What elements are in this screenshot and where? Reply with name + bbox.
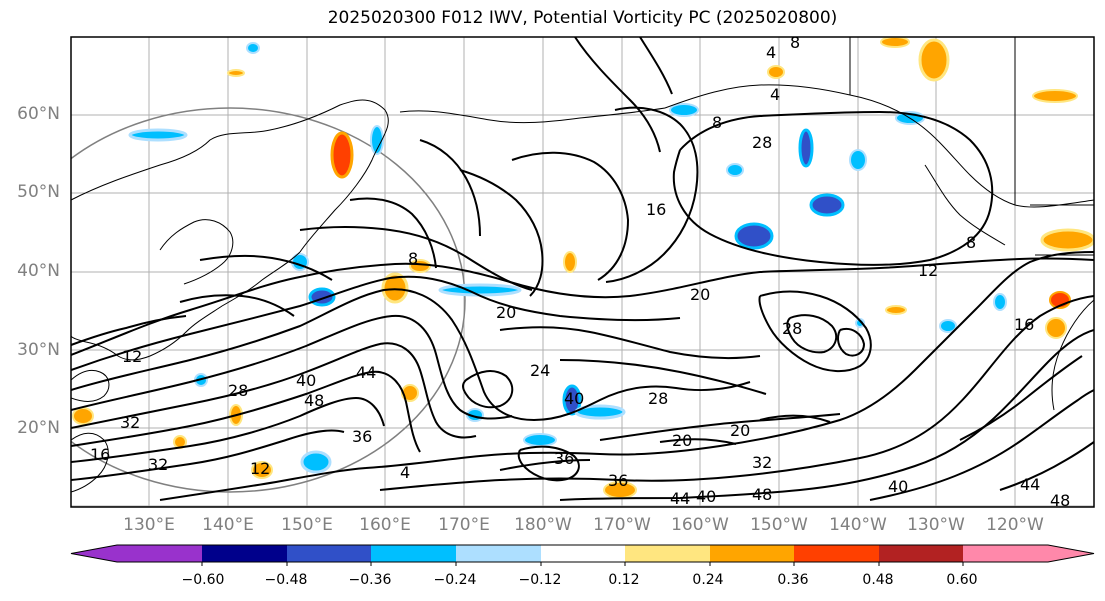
- coastlines: [71, 37, 1094, 493]
- range-circle: [71, 107, 466, 493]
- contour-label: 40: [564, 389, 584, 408]
- colorbar-segment: [117, 545, 202, 562]
- colorbar-tick: −0.60: [181, 572, 225, 588]
- contour-label: 12: [918, 261, 938, 280]
- lon-label-180w: 180°W: [514, 515, 572, 535]
- colorbar-tick: 0.12: [608, 572, 640, 588]
- contour-label: 40: [296, 371, 316, 390]
- lon-label-140e: 140°E: [202, 515, 254, 535]
- colorbar-tick: 0.60: [946, 572, 978, 588]
- map-title: 2025020300 F012 IWV, Potential Vorticity…: [327, 8, 838, 28]
- colorbar-segment: [879, 545, 963, 562]
- contour-label: 20: [690, 285, 710, 304]
- lon-label-130w: 130°W: [907, 515, 965, 535]
- colorbar-segment: [202, 545, 287, 562]
- contour-label: 16: [1014, 315, 1034, 334]
- contour-label: 8: [408, 249, 418, 268]
- contour-labels: 4 8 4 8 28 16 8 12 20 20 28 24 8 16 12 2…: [90, 33, 1070, 510]
- colorbar-tick: −0.36: [348, 572, 392, 588]
- lon-label-150e: 150°E: [281, 515, 333, 535]
- lon-label-140w: 140°W: [829, 515, 887, 535]
- lat-label-20: 20°N: [17, 418, 60, 438]
- contour-label: 32: [120, 413, 140, 432]
- contour-label: 40: [696, 487, 716, 506]
- colorbar-segment: [541, 545, 625, 562]
- colorbar-tick: 0.48: [862, 572, 894, 588]
- lat-label-30: 30°N: [17, 340, 60, 360]
- contour-label: 8: [966, 233, 976, 252]
- contour-label: 20: [496, 303, 516, 322]
- lon-label-150w: 150°W: [750, 515, 808, 535]
- contour-label: 44: [670, 489, 690, 508]
- contour-label: 28: [782, 319, 802, 338]
- colorbar-tick: −0.24: [433, 572, 477, 588]
- colorbar: [70, 544, 1095, 566]
- contour-label: 44: [356, 363, 376, 382]
- contour-label: 8: [790, 33, 800, 52]
- lon-label-170w: 170°W: [593, 515, 651, 535]
- lon-label-160e: 160°E: [359, 515, 411, 535]
- contour-label: 12: [250, 459, 270, 478]
- lat-label-40: 40°N: [17, 261, 60, 281]
- contour-label: 28: [752, 133, 772, 152]
- contour-label: 44: [1020, 475, 1040, 494]
- colorbar-segment: [456, 545, 541, 562]
- colorbar-segment: [371, 545, 456, 562]
- contour-label: 4: [400, 463, 410, 482]
- contour-label: 36: [352, 427, 372, 446]
- colorbar-segment: [710, 545, 794, 562]
- lon-label-120w: 120°W: [986, 515, 1044, 535]
- colorbar-tick: 0.36: [777, 572, 809, 588]
- colorbar-segment: [794, 545, 879, 562]
- colorbar-segment: [625, 545, 710, 562]
- contour-label: 16: [90, 445, 110, 464]
- contour-label: 40: [888, 477, 908, 496]
- contour-label: 24: [530, 361, 550, 380]
- colorbar-segment: [287, 545, 371, 562]
- contour-label: 28: [228, 381, 248, 400]
- contour-label: 32: [752, 453, 772, 472]
- lon-label-160w: 160°W: [671, 515, 729, 535]
- contour-label: 12: [122, 347, 142, 366]
- contour-label: 4: [766, 43, 776, 62]
- pv-anomaly-fills: [72, 37, 1094, 499]
- contour-label: 48: [304, 391, 324, 410]
- contour-label: 8: [712, 113, 722, 132]
- contour-label: 32: [148, 455, 168, 474]
- contour-label: 20: [730, 421, 750, 440]
- contour-label: 36: [608, 471, 628, 490]
- lon-label-130e: 130°E: [123, 515, 175, 535]
- colorbar-tick: 0.24: [692, 572, 724, 588]
- contour-label: 48: [1050, 491, 1070, 510]
- iwv-contours: [71, 37, 1094, 501]
- lat-label-60: 60°N: [17, 104, 60, 124]
- contour-label: 20: [672, 431, 692, 450]
- lat-label-50: 50°N: [17, 182, 60, 202]
- contour-label: 28: [648, 389, 668, 408]
- contour-label: 36: [554, 449, 574, 468]
- contour-label: 48: [752, 485, 772, 504]
- colorbar-tick: −0.48: [264, 572, 308, 588]
- contour-label: 4: [770, 85, 780, 104]
- colorbar-segment: [963, 545, 1048, 562]
- map-frame: [70, 36, 1095, 508]
- colorbar-outline: [70, 544, 1095, 563]
- colorbar-segment: [1048, 545, 1094, 562]
- colorbar-segment: [71, 545, 117, 562]
- lon-label-170e: 170°E: [438, 515, 490, 535]
- contour-label: 16: [646, 200, 666, 219]
- colorbar-tick: −0.12: [518, 572, 562, 588]
